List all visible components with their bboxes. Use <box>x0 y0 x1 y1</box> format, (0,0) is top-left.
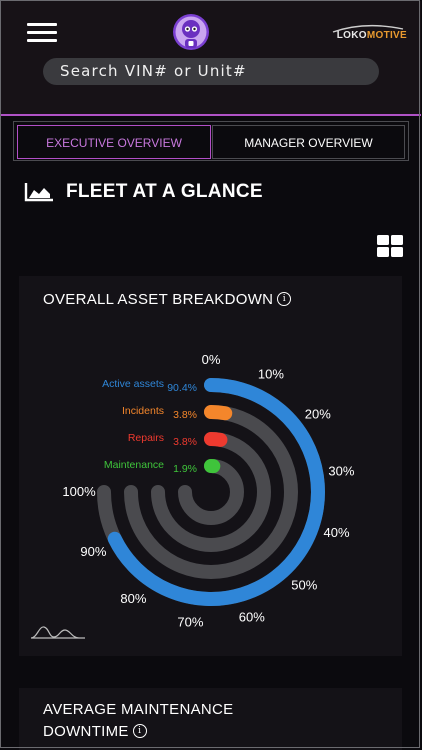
section-title: FLEET AT A GLANCE <box>66 181 263 202</box>
sparkline-icon <box>30 626 85 639</box>
menu-icon[interactable] <box>27 23 57 43</box>
tick-label: 20% <box>305 406 331 421</box>
radial-track <box>151 432 271 552</box>
tick-label: 100% <box>62 484 96 499</box>
search-input[interactable]: Search VIN# or Unit# <box>43 58 379 85</box>
tab-executive-overview[interactable]: EXECUTIVE OVERVIEW <box>17 125 211 159</box>
legend-label: Repairs <box>128 432 164 444</box>
tick-label: 0% <box>202 352 221 367</box>
tab-manager-overview[interactable]: MANAGER OVERVIEW <box>212 125 405 159</box>
info-icon[interactable]: i <box>277 292 292 306</box>
tick-label: 90% <box>80 544 106 559</box>
legend-label: Incidents <box>122 405 164 417</box>
tick-label: 70% <box>177 614 203 629</box>
radial-bar-chart: Active assets 90.4%Incidents 3.8% Repairs 3.… <box>30 352 355 639</box>
grid-view-icon[interactable] <box>377 235 403 257</box>
tick-label: 40% <box>323 525 349 540</box>
overview-tabs: EXECUTIVE OVERVIEW MANAGER OVERVIEW <box>13 121 409 161</box>
brand-logo: LOKOMOTIVE <box>336 30 407 41</box>
radial-bar <box>204 405 233 421</box>
app-header: LOKOMOTIVE Search VIN# or Unit# <box>1 1 421 116</box>
downtime-card: AVERAGE MAINTENANCE DOWNTIME i <box>19 688 402 750</box>
tick-label: 60% <box>239 610 265 625</box>
radial-track <box>178 459 244 525</box>
tick-label: 80% <box>120 591 146 606</box>
area-chart-icon <box>24 183 53 202</box>
radial-bar <box>107 378 325 606</box>
info-icon[interactable]: i <box>132 724 147 738</box>
legend-label: Maintenance <box>104 459 164 471</box>
radial-bar <box>204 432 228 447</box>
tick-label: 50% <box>291 577 317 592</box>
card-title: AVERAGE MAINTENANCE DOWNTIME i <box>43 701 234 740</box>
value-label: 1.9% <box>173 463 197 475</box>
value-label: 3.8% <box>173 436 197 448</box>
brand-swoosh-icon <box>332 24 404 33</box>
mascot-avatar-icon[interactable] <box>172 13 210 51</box>
value-label: 90.4% <box>167 382 197 394</box>
tick-label: 30% <box>328 463 354 478</box>
legend-label: Active assets <box>102 378 164 390</box>
tick-label: 10% <box>258 366 284 381</box>
radial-track <box>124 405 298 579</box>
asset-breakdown-card: OVERALL ASSET BREAKDOWN i Active assets 90… <box>19 276 402 656</box>
value-label: 3.8% <box>173 409 197 421</box>
card-title: OVERALL ASSET BREAKDOWN i <box>43 291 292 308</box>
